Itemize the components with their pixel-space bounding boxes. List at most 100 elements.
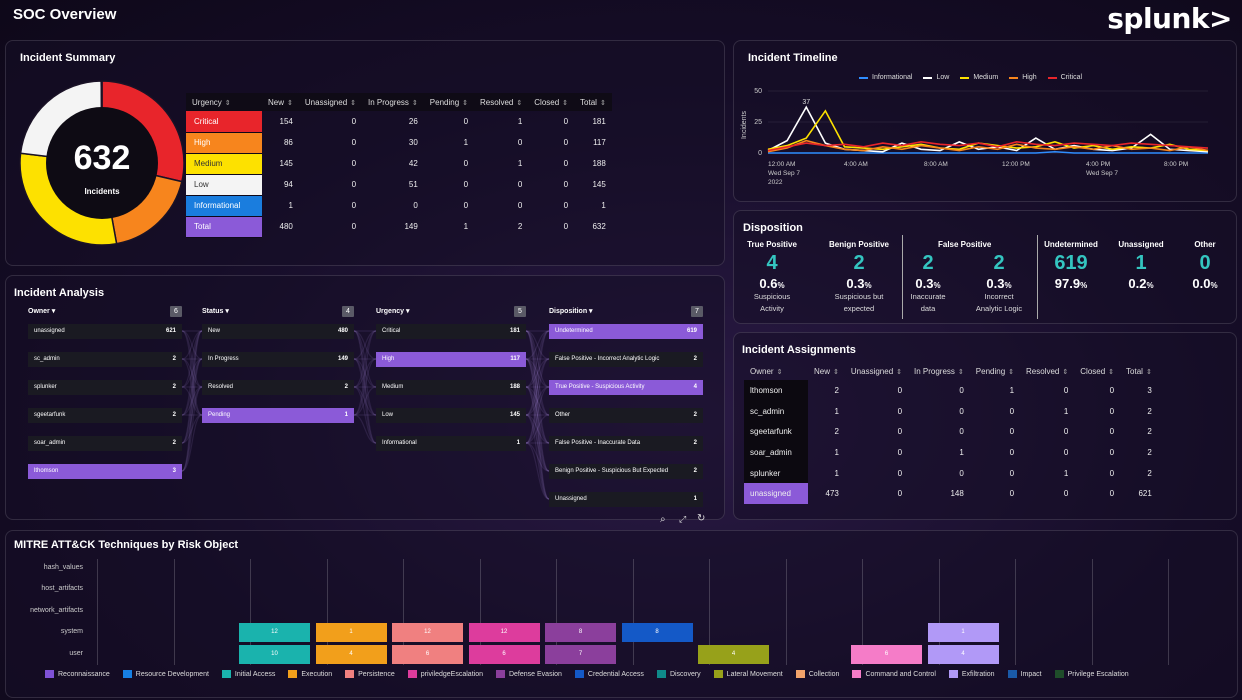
assignment-col-header[interactable]: Owner ⇕ — [750, 366, 783, 376]
table-row[interactable]: High 86 0 30 1 0 0 117 — [186, 132, 612, 154]
mitre-cell[interactable]: 7 — [545, 645, 616, 664]
mitre-legend-item[interactable]: Collection — [795, 670, 839, 678]
mitre-cell[interactable]: 12 — [392, 623, 463, 642]
analysis-node[interactable]: In Progress 149 — [202, 352, 354, 367]
table-row[interactable]: Informational 1 0 0 0 0 0 1 — [186, 195, 612, 217]
table-row[interactable]: splunker 1 0 0 0 1 0 2 — [744, 462, 1158, 484]
assignment-col-header[interactable]: Pending ⇕ — [975, 366, 1015, 376]
timeline-legend-item[interactable]: Medium — [960, 74, 998, 81]
analysis-column-header[interactable]: Urgency ▾ — [376, 308, 410, 315]
analysis-node[interactable]: splunker 2 — [28, 380, 182, 395]
expand-icon[interactable]: ⤢ — [679, 514, 687, 524]
disposition-item[interactable]: 2 0.3% Incorrect Analytic Logic — [963, 240, 1035, 315]
summary-col-header[interactable]: Unassigned ⇕ — [298, 93, 363, 111]
analysis-node[interactable]: Medium 188 — [376, 380, 526, 395]
summary-col-header[interactable]: Resolved ⇕ — [474, 93, 529, 111]
analysis-node[interactable]: False Positive - Incorrect Analytic Logi… — [549, 352, 703, 367]
mitre-legend-item[interactable]: Execution — [288, 670, 332, 678]
analysis-node[interactable]: Informational 1 — [376, 436, 526, 451]
table-row[interactable]: Medium 145 0 42 0 1 0 188 — [186, 153, 612, 175]
analysis-node[interactable]: Pending 1 — [202, 408, 354, 423]
disposition-item[interactable]: Unassigned 1 0.2% — [1112, 240, 1170, 291]
analysis-node[interactable]: sc_admin 2 — [28, 352, 182, 367]
summary-col-header[interactable]: Urgency ⇕ — [186, 93, 262, 111]
table-row[interactable]: sc_admin 1 0 0 0 1 0 2 — [744, 400, 1158, 422]
analysis-node[interactable]: High 117 — [376, 352, 526, 367]
series-line-critical[interactable] — [767, 141, 1209, 152]
table-row[interactable]: Low 94 0 51 0 0 0 145 — [186, 174, 612, 196]
disposition-item[interactable]: Benign Positive 2 0.3% Suspicious but expect… — [820, 240, 898, 315]
mitre-legend-item[interactable]: Lateral Movement — [713, 670, 783, 678]
mitre-legend-item[interactable]: Resource Development — [122, 670, 209, 678]
analysis-node[interactable]: Critical 181 — [376, 324, 526, 339]
mitre-legend-item[interactable]: Persistence — [345, 670, 395, 678]
table-row[interactable]: lthomson 2 0 0 1 0 0 3 — [744, 380, 1158, 401]
assignment-col-header[interactable]: Closed ⇕ — [1080, 366, 1115, 376]
assignment-col-header[interactable]: Total ⇕ — [1126, 366, 1152, 376]
assignment-col-header[interactable]: Unassigned ⇕ — [850, 366, 903, 376]
analysis-node[interactable]: Benign Positive - Suspicious But Expecte… — [549, 464, 703, 479]
mitre-cell[interactable]: 12 — [468, 623, 540, 642]
summary-col-header[interactable]: Total ⇕ — [574, 93, 612, 111]
analysis-node[interactable]: Resolved 2 — [202, 380, 354, 395]
disposition-item[interactable]: True Positive 4 0.6% Suspicious Activity — [734, 240, 810, 315]
mitre-legend-item[interactable]: Initial Access — [221, 670, 275, 678]
mitre-cell[interactable]: 8 — [545, 623, 616, 642]
analysis-node[interactable]: lthomson 3 — [28, 464, 182, 479]
mitre-cell[interactable]: 12 — [239, 623, 310, 642]
timeline-legend-item[interactable]: High — [1009, 74, 1037, 81]
table-row[interactable]: soar_admin 1 0 1 0 0 0 2 — [744, 442, 1158, 463]
mitre-legend-item[interactable]: Command and Control — [852, 670, 936, 678]
analysis-column-header[interactable]: Status ▾ — [202, 308, 229, 315]
analysis-column-header[interactable]: Disposition ▾ — [549, 308, 593, 315]
mitre-legend-item[interactable]: Defense Evasion — [495, 670, 562, 678]
mitre-cell[interactable]: 4 — [315, 645, 387, 664]
analysis-node[interactable]: New 480 — [202, 324, 354, 339]
disposition-item[interactable]: Undetermined 619 97.9% — [1036, 240, 1106, 291]
disposition-item[interactable]: Other 0 0.0% — [1180, 240, 1230, 291]
mitre-legend-item[interactable]: Privilege Escalation — [1054, 670, 1129, 678]
assignment-col-header[interactable]: In Progress ⇕ — [914, 366, 964, 376]
analysis-node[interactable]: Undetermined 619 — [549, 324, 703, 339]
assignment-col-header[interactable]: Resolved ⇕ — [1026, 366, 1069, 376]
disposition-item[interactable]: 2 0.3% Inaccurate data — [899, 240, 957, 315]
analysis-node[interactable]: Other 2 — [549, 408, 703, 423]
timeline-legend-item[interactable]: Informational — [859, 74, 912, 81]
table-row[interactable]: Critical 154 0 26 0 1 0 181 — [186, 111, 612, 133]
mitre-cell[interactable]: 6 — [468, 645, 540, 664]
mitre-legend-item[interactable]: Impact — [1007, 670, 1042, 678]
analysis-node[interactable]: soar_admin 2 — [28, 436, 182, 451]
analysis-node[interactable]: sgeetarfunk 2 — [28, 408, 182, 423]
summary-col-header[interactable]: New ⇕ — [262, 93, 299, 111]
analysis-node[interactable]: Unassigned 1 — [549, 492, 703, 507]
analysis-node[interactable]: Low 145 — [376, 408, 526, 423]
analysis-node[interactable]: unassigned 621 — [28, 324, 182, 339]
mitre-legend-item[interactable]: Reconnaissance — [45, 670, 110, 678]
mitre-cell[interactable]: 6 — [392, 645, 463, 664]
mitre-cell[interactable]: 10 — [239, 645, 310, 664]
timeline-legend-item[interactable]: Critical — [1047, 74, 1082, 81]
mitre-legend-item[interactable]: Discovery — [656, 670, 701, 678]
mitre-cell[interactable]: 4 — [698, 645, 769, 664]
series-line-high[interactable] — [767, 139, 1209, 153]
summary-col-header[interactable]: Pending ⇕ — [423, 93, 475, 111]
mitre-cell[interactable]: 6 — [851, 645, 922, 664]
mitre-cell[interactable]: 1 — [315, 623, 387, 642]
zoom-icon[interactable]: ⌕ — [660, 514, 666, 525]
mitre-cell[interactable]: 4 — [927, 645, 999, 664]
series-line-informational[interactable] — [768, 150, 1208, 154]
table-row[interactable]: sgeetarfunk 2 0 0 0 0 0 2 — [744, 421, 1158, 443]
summary-col-header[interactable]: In Progress ⇕ — [362, 93, 424, 111]
timeline-legend-item[interactable]: Low — [923, 74, 949, 81]
table-row[interactable]: unassigned 473 0 148 0 0 0 621 — [744, 483, 1158, 505]
summary-col-header[interactable]: Closed ⇕ — [528, 93, 575, 111]
assignment-col-header[interactable]: New ⇕ — [814, 366, 839, 376]
mitre-legend-item[interactable]: Exfiltration — [948, 670, 995, 678]
refresh-icon[interactable]: ↻ — [697, 513, 706, 524]
analysis-node[interactable]: False Positive - Inaccurate Data 2 — [549, 436, 703, 451]
analysis-column-header[interactable]: Owner ▾ — [28, 308, 56, 315]
table-row[interactable]: Total 480 0 149 1 2 0 632 — [186, 216, 612, 238]
mitre-cell[interactable]: 1 — [927, 623, 999, 642]
mitre-cell[interactable]: 8 — [621, 623, 693, 642]
analysis-node[interactable]: True Positive - Suspicious Activity 4 — [549, 380, 703, 395]
